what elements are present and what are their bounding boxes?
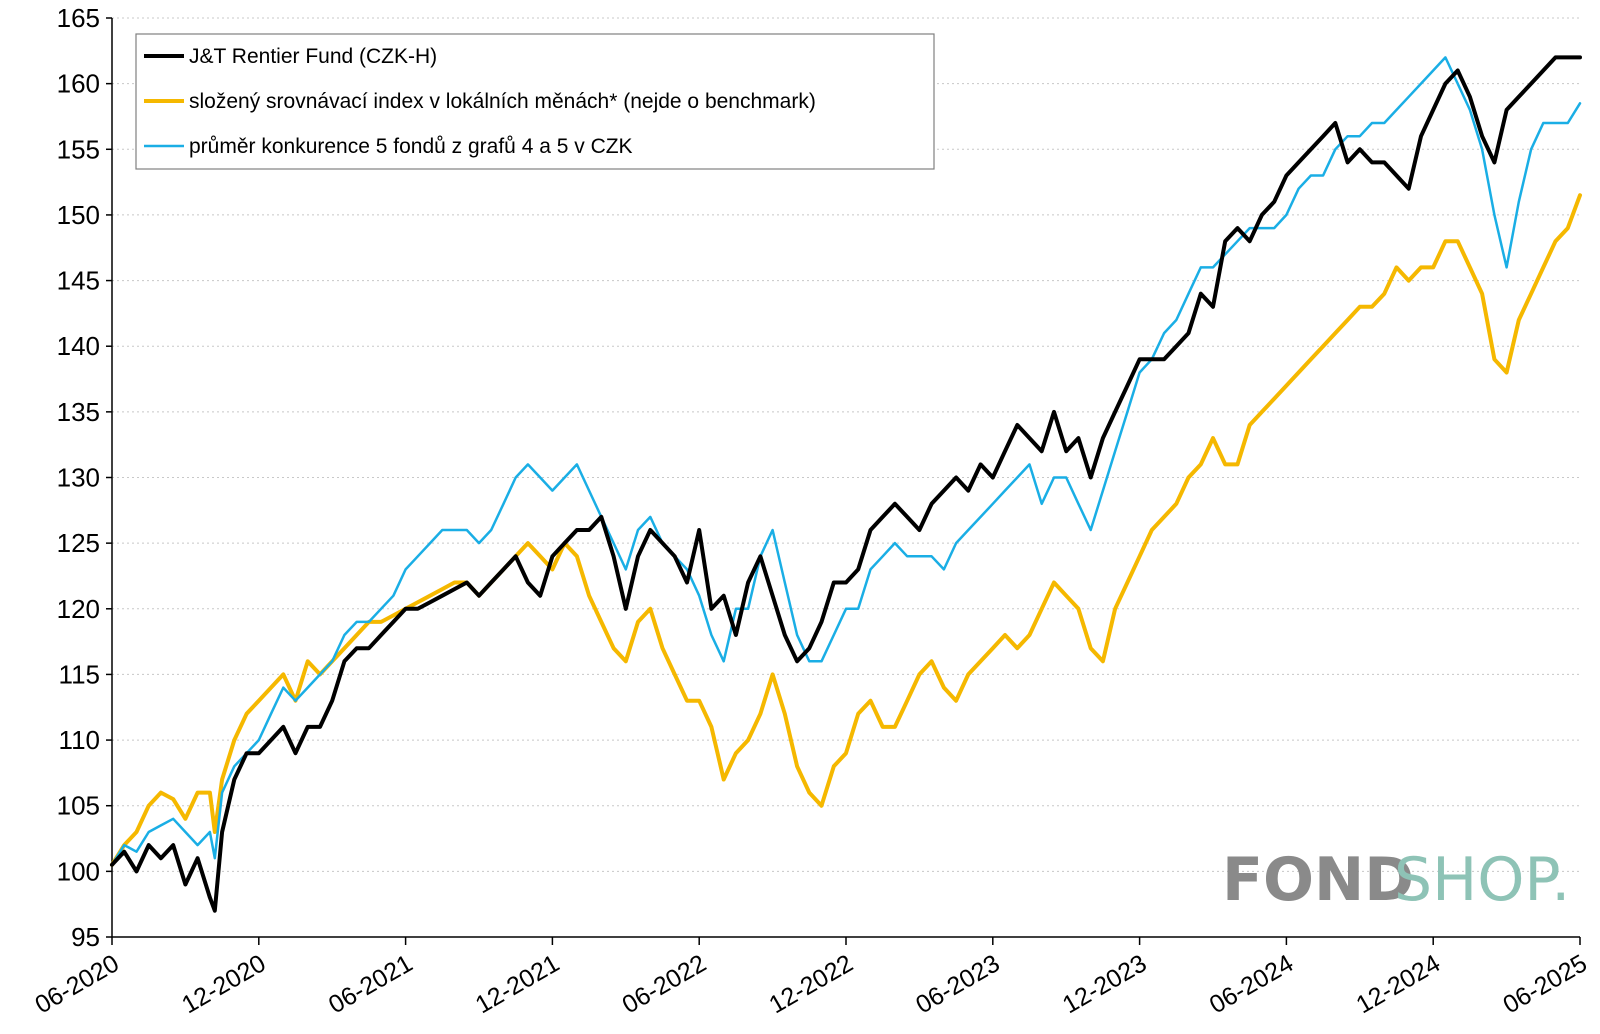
y-tick-label: 160 xyxy=(57,69,100,99)
y-tick-label: 105 xyxy=(57,791,100,821)
legend-label-index: složený srovnávací index v lokálních měn… xyxy=(189,90,816,113)
x-tick-label: 12-2023 xyxy=(1058,949,1151,1019)
logo-fond-text: FOND xyxy=(1222,845,1414,915)
series-line-1 xyxy=(110,193,1582,867)
legend-box xyxy=(135,33,935,170)
series-line-0 xyxy=(110,55,1582,913)
y-tick-labels: 95 100 105 110 115 120 125 130 135 140 145 150 155 16… xyxy=(57,3,100,952)
y-tick-label: 130 xyxy=(57,463,100,493)
logo-shop-text: SHOP. xyxy=(1394,845,1570,915)
y-tick-label: 120 xyxy=(57,594,100,624)
x-tick-label: 12-2024 xyxy=(1352,949,1446,1019)
x-tick-label: 06-2023 xyxy=(911,949,1004,1019)
y-tick-label: 100 xyxy=(57,856,100,886)
legend-label-competition: průměr konkurence 5 fondů z grafů 4 a 5 … xyxy=(189,135,633,158)
axes xyxy=(106,17,1581,945)
x-tick-label: 12-2022 xyxy=(764,949,857,1019)
legend: J&T Rentier Fund (CZK-H) složený srovnáv… xyxy=(135,33,935,170)
y-tick-label: 155 xyxy=(57,134,100,164)
x-tick-label: 06-2024 xyxy=(1205,949,1299,1019)
fondshop-logo: FOND SHOP. xyxy=(1222,845,1570,915)
y-tick-label: 150 xyxy=(57,200,100,230)
y-tick-label: 135 xyxy=(57,397,100,427)
x-tick-label: 12-2021 xyxy=(471,949,564,1019)
y-tick-label: 165 xyxy=(57,3,100,33)
series-line-2 xyxy=(110,56,1582,867)
x-tick-label: 06-2021 xyxy=(324,949,417,1019)
y-tick-label: 140 xyxy=(57,331,100,361)
x-tick-label: 06-2025 xyxy=(1498,949,1591,1019)
x-tick-label: 06-2020 xyxy=(30,949,123,1019)
y-tick-label: 125 xyxy=(57,528,100,558)
y-tick-label: 95 xyxy=(71,922,100,952)
series-lines xyxy=(110,55,1582,913)
legend-label-fund: J&T Rentier Fund (CZK-H) xyxy=(189,45,437,68)
x-tick-label: 12-2020 xyxy=(177,949,270,1019)
y-tick-label: 110 xyxy=(59,725,100,755)
x-tick-labels: 06-2020 12-2020 06-2021 12-2021 06-2022 12-20… xyxy=(30,949,1591,1019)
y-tick-label: 145 xyxy=(57,266,100,296)
y-tick-label: 115 xyxy=(59,659,100,689)
x-tick-label: 06-2022 xyxy=(618,949,711,1019)
